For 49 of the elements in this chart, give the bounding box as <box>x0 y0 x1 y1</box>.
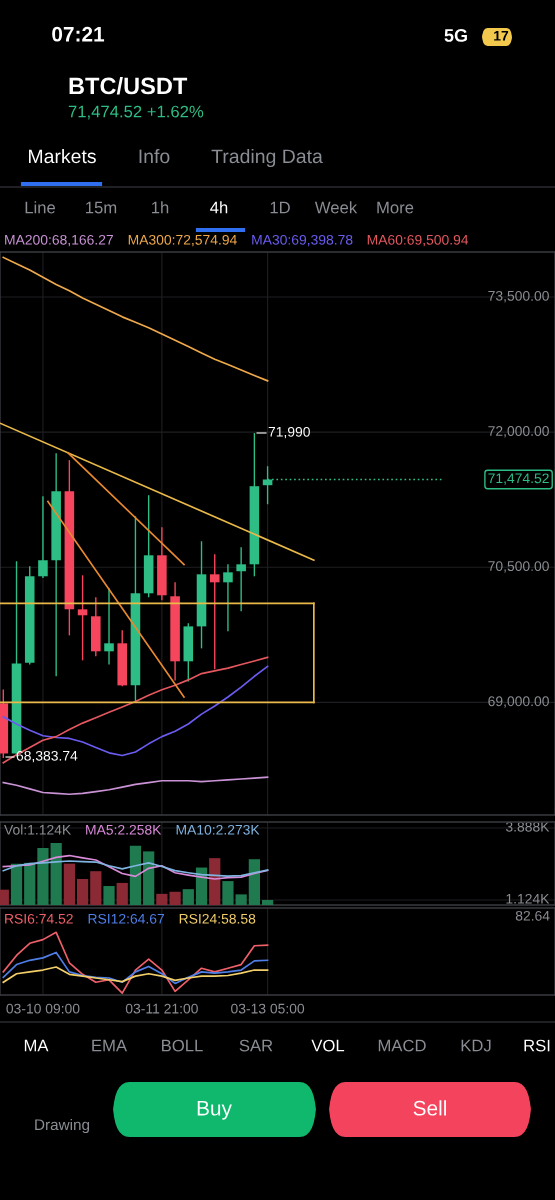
text: 1D <box>270 201 290 214</box>
text: 15m <box>86 201 117 214</box>
text: BTC/USDT <box>69 77 188 95</box>
text: 1h <box>152 201 169 214</box>
text: Buy <box>197 1101 232 1120</box>
text: 4h <box>210 201 228 214</box>
annotation: Vol:1.124K <box>4 824 72 835</box>
text: MA <box>24 1039 49 1052</box>
text: MA60:69,500.94 <box>367 234 469 247</box>
series-label: MA5:2.258K <box>86 824 162 835</box>
annotation: 68,383.74 <box>16 750 78 763</box>
y-tick-label: 70,500.00 <box>488 561 549 573</box>
text: 07:21 <box>52 26 105 42</box>
text: RSI12:64.67 <box>88 913 165 924</box>
text: 5G <box>444 29 467 42</box>
text: Line <box>25 201 56 214</box>
text: Trading Data <box>211 148 323 168</box>
y-tick-label: 1.124K <box>506 893 550 904</box>
annotation: 71,990 <box>268 426 310 439</box>
text: MA10:2.273K <box>176 824 260 835</box>
series-label: RSI6:74.52 <box>5 913 73 924</box>
text: Drawing <box>35 1118 90 1134</box>
text: BOLL <box>162 1039 203 1052</box>
text: MA300:72,574.94 <box>128 234 237 247</box>
text: 17 <box>494 31 509 41</box>
text: Info <box>139 148 170 164</box>
text: 82.64 <box>515 910 550 921</box>
x-tick-label: 03-11 21:00 <box>125 1003 198 1014</box>
text: VOL <box>311 1039 345 1052</box>
y-tick-label: 72,000.00 <box>488 426 549 438</box>
y-tick-label: 69,000.00 <box>488 696 549 708</box>
text: 71,474.52 +1.62% <box>68 105 204 120</box>
text: SAR <box>239 1039 273 1052</box>
text: Markets <box>29 148 96 164</box>
text: MACD <box>378 1039 426 1052</box>
ref-line-label: 71,474.52 <box>488 473 549 485</box>
text: EMA <box>92 1039 128 1052</box>
text: RSI <box>524 1039 550 1052</box>
text: Sell <box>413 1100 446 1116</box>
text: MA30:69,398.78 <box>252 234 353 247</box>
text: More <box>377 201 414 214</box>
text: MA200:68,166.27 <box>5 234 113 247</box>
x-tick-label: 03-10 09:00 <box>6 1003 80 1014</box>
x-tick-label: 03-13 05:00 <box>231 1003 305 1014</box>
text: Week <box>314 201 358 214</box>
text: RSI24:58.58 <box>179 913 256 924</box>
y-tick-label: 3.888K <box>505 821 550 832</box>
y-tick-label: 73,500.00 <box>488 290 549 303</box>
text: KDJ <box>461 1039 491 1052</box>
